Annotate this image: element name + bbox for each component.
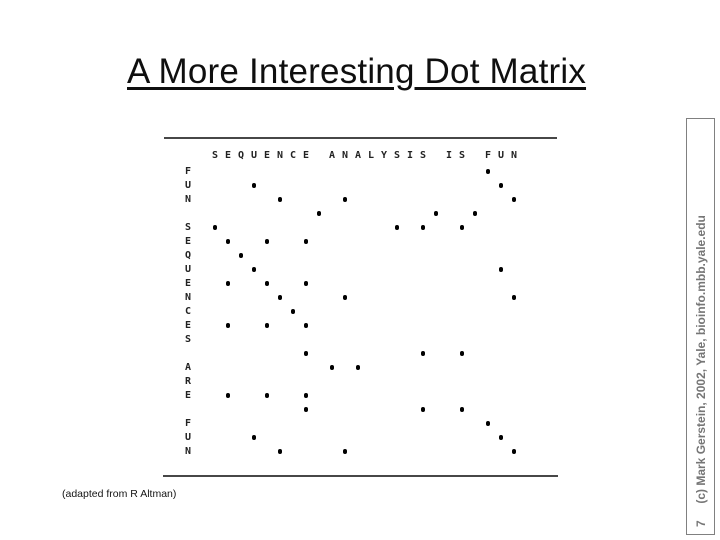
dot bbox=[316, 211, 322, 216]
hseq-char: S bbox=[393, 150, 401, 161]
hseq-char: N bbox=[341, 150, 349, 161]
dot bbox=[498, 183, 504, 188]
dot bbox=[472, 211, 478, 216]
dot bbox=[459, 225, 465, 230]
vseq-char: A bbox=[184, 361, 192, 373]
dot bbox=[498, 267, 504, 272]
dot bbox=[511, 449, 517, 454]
dot bbox=[394, 225, 400, 230]
hseq-char: U bbox=[250, 150, 258, 161]
hseq-char: E bbox=[224, 150, 232, 161]
dot bbox=[251, 435, 257, 440]
matrix-top-rule bbox=[164, 137, 557, 139]
dot bbox=[485, 421, 491, 426]
sidebar-panel: 7 (c) Mark Gerstein, 2002, Yale, bioinfo… bbox=[686, 118, 715, 535]
dot bbox=[225, 393, 231, 398]
dot bbox=[303, 393, 309, 398]
dot bbox=[459, 407, 465, 412]
vseq-char: S bbox=[184, 333, 192, 345]
dot bbox=[459, 351, 465, 356]
hseq-char: Q bbox=[237, 150, 245, 161]
vseq-char: N bbox=[184, 445, 192, 457]
dot bbox=[433, 211, 439, 216]
hseq-char: N bbox=[276, 150, 284, 161]
hseq-char: E bbox=[263, 150, 271, 161]
vseq-char: N bbox=[184, 291, 192, 303]
dot bbox=[342, 197, 348, 202]
dot bbox=[225, 239, 231, 244]
dot bbox=[342, 295, 348, 300]
vseq-char: E bbox=[184, 319, 192, 331]
dot bbox=[225, 323, 231, 328]
dot bbox=[303, 323, 309, 328]
matrix-bottom-rule bbox=[163, 475, 558, 477]
vseq-char: F bbox=[184, 165, 192, 177]
hseq-char: I bbox=[445, 150, 453, 161]
hseq-char: N bbox=[510, 150, 518, 161]
vseq-char: E bbox=[184, 389, 192, 401]
footnote: (adapted from R Altman) bbox=[62, 488, 177, 500]
vseq-char: C bbox=[184, 305, 192, 317]
vseq-char: R bbox=[184, 375, 192, 387]
hseq-char: E bbox=[302, 150, 310, 161]
dot bbox=[212, 225, 218, 230]
hseq-char: F bbox=[484, 150, 492, 161]
dot bbox=[277, 197, 283, 202]
dot bbox=[225, 281, 231, 286]
vseq-char: S bbox=[184, 221, 192, 233]
dot bbox=[303, 281, 309, 286]
hseq-char: S bbox=[419, 150, 427, 161]
dot bbox=[485, 169, 491, 174]
hseq-char: U bbox=[497, 150, 505, 161]
dot bbox=[511, 295, 517, 300]
dot bbox=[355, 365, 361, 370]
vseq-char: E bbox=[184, 277, 192, 289]
vseq-char: U bbox=[184, 179, 192, 191]
vseq-char: U bbox=[184, 263, 192, 275]
dot bbox=[303, 407, 309, 412]
dot bbox=[420, 225, 426, 230]
dot bbox=[264, 239, 270, 244]
vseq-char: F bbox=[184, 417, 192, 429]
hseq-char: I bbox=[406, 150, 414, 161]
hseq-char: S bbox=[458, 150, 466, 161]
vseq-char: Q bbox=[184, 249, 192, 261]
vseq-char: U bbox=[184, 431, 192, 443]
hseq-char: C bbox=[289, 150, 297, 161]
dot bbox=[498, 435, 504, 440]
dot bbox=[342, 449, 348, 454]
dot bbox=[264, 393, 270, 398]
dot bbox=[303, 239, 309, 244]
dot bbox=[264, 323, 270, 328]
vseq-char: E bbox=[184, 235, 192, 247]
dot bbox=[277, 449, 283, 454]
dot bbox=[251, 267, 257, 272]
page-title: A More Interesting Dot Matrix bbox=[127, 52, 587, 91]
sidebar-credit-text: 7 (c) Mark Gerstein, 2002, Yale, bioinfo… bbox=[694, 215, 708, 527]
hseq-char: Y bbox=[380, 150, 388, 161]
dot bbox=[277, 295, 283, 300]
dot bbox=[290, 309, 296, 314]
dot bbox=[420, 351, 426, 356]
dot bbox=[264, 281, 270, 286]
hseq-char: A bbox=[354, 150, 362, 161]
hseq-char: S bbox=[211, 150, 219, 161]
dot bbox=[511, 197, 517, 202]
dot bbox=[251, 183, 257, 188]
dot bbox=[420, 407, 426, 412]
dot bbox=[329, 365, 335, 370]
dot bbox=[303, 351, 309, 356]
vseq-char: N bbox=[184, 193, 192, 205]
dot bbox=[238, 253, 244, 258]
hseq-char: A bbox=[328, 150, 336, 161]
hseq-char: L bbox=[367, 150, 375, 161]
